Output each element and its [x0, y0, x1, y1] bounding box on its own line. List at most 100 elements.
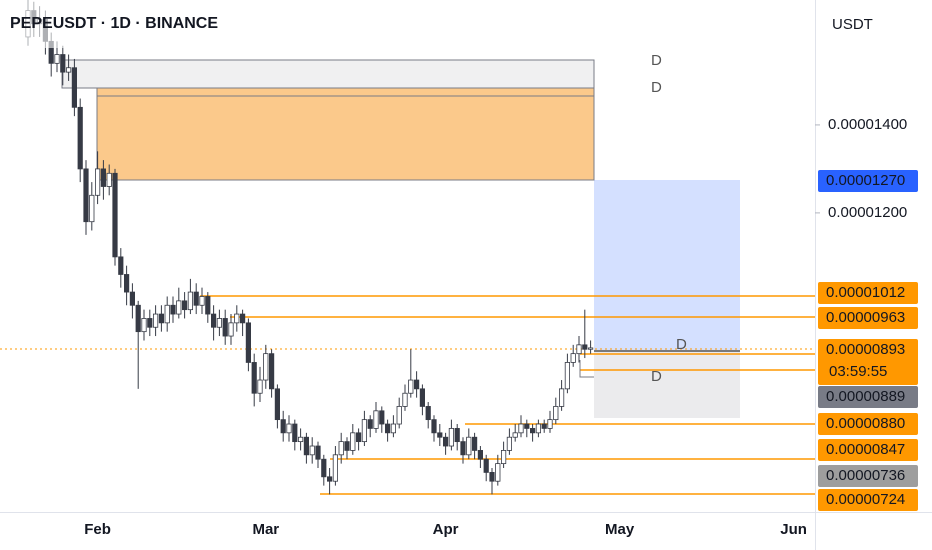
candle — [170, 296, 176, 323]
x-tick-label: Feb — [84, 521, 111, 538]
candle-body — [431, 419, 437, 434]
y-tick-label: 0.00001200 — [828, 204, 907, 221]
candle — [89, 182, 95, 231]
candle-body — [292, 423, 298, 443]
candle — [257, 366, 263, 403]
candle — [431, 415, 437, 442]
candle — [535, 419, 542, 438]
candle-body — [199, 296, 205, 306]
candle-body — [164, 304, 170, 324]
candle — [448, 419, 455, 451]
price-badge — [818, 386, 918, 408]
candle-body — [234, 313, 240, 324]
candle-body — [257, 379, 263, 394]
candle — [477, 446, 484, 469]
candle — [413, 371, 420, 398]
candle-body — [251, 362, 257, 394]
price-badge — [818, 282, 918, 304]
countdown: 03:59:55 — [829, 363, 887, 380]
annotation: D — [651, 79, 662, 96]
candle — [588, 340, 594, 354]
candle-body — [524, 423, 530, 429]
candle — [332, 446, 339, 486]
chart-title: PEPEUSDT · 1D · BINANCE — [10, 15, 218, 32]
candle — [147, 309, 153, 337]
y-tick-label: 0.00001400 — [828, 116, 907, 133]
candle-body — [559, 388, 565, 407]
candle-body — [384, 423, 391, 434]
candle-body — [361, 419, 368, 443]
candle — [326, 468, 333, 495]
candle — [466, 428, 472, 460]
candle-body — [564, 362, 571, 390]
candle — [541, 419, 547, 433]
price-badge-label: 0.00000880 — [826, 415, 905, 432]
candle — [280, 410, 286, 442]
candle-body — [338, 441, 344, 456]
candle — [176, 287, 182, 319]
candle-body — [512, 432, 518, 438]
candle-body — [228, 322, 234, 337]
candle-body — [245, 322, 251, 363]
price-badge — [818, 465, 918, 487]
candle-body — [181, 300, 188, 311]
candle — [315, 441, 321, 469]
candle — [384, 419, 391, 442]
candle-body — [437, 432, 443, 438]
candle — [408, 349, 414, 398]
candle-body — [210, 313, 217, 328]
candle-body — [141, 318, 147, 333]
candle-body — [315, 445, 321, 460]
candle-body — [373, 410, 379, 429]
candle — [559, 380, 565, 411]
candle — [66, 54, 72, 81]
price-badge-label: 0.00000736 — [826, 467, 905, 484]
candle-body — [124, 274, 130, 293]
candle-body — [112, 172, 118, 258]
candle — [286, 415, 292, 442]
candle — [228, 314, 234, 345]
candle — [460, 437, 466, 464]
candle-body — [71, 67, 77, 108]
candle-body — [152, 313, 159, 328]
candle-body — [553, 406, 559, 421]
candle-body — [576, 344, 582, 355]
candle-body — [367, 419, 373, 429]
candle — [106, 164, 112, 196]
candle — [344, 437, 350, 460]
candle — [530, 424, 536, 442]
candle-body — [448, 428, 455, 447]
price-badge — [818, 307, 918, 329]
candle-body — [402, 392, 408, 407]
candle — [402, 384, 408, 411]
candle — [564, 353, 571, 394]
candle-body — [303, 436, 310, 456]
candle-body — [541, 423, 547, 429]
candle — [222, 309, 228, 345]
candle-body — [530, 428, 536, 434]
candle-body — [425, 406, 431, 421]
labels: 0.00001400 0.00001200 Feb Mar Apr May Jun 0.000… — [84, 116, 918, 538]
candle — [187, 278, 193, 315]
candle — [234, 305, 240, 332]
candle — [83, 160, 89, 235]
candle — [442, 432, 449, 455]
price-badge — [818, 489, 918, 511]
x-tick-label: May — [605, 521, 635, 538]
candle — [263, 344, 269, 389]
candle-body — [66, 67, 72, 73]
x-tick-label: Mar — [252, 521, 279, 538]
candle — [216, 309, 222, 337]
candle — [512, 424, 518, 442]
candle-body — [408, 379, 414, 394]
candle-body — [100, 168, 106, 187]
candle — [582, 309, 588, 359]
candle-body — [106, 172, 112, 187]
candle — [518, 415, 524, 438]
candle — [338, 432, 344, 464]
candle-body — [582, 344, 588, 350]
target-zone — [594, 180, 740, 350]
candle-body — [54, 54, 60, 64]
price-badge-label: 0.00000893 — [826, 341, 905, 358]
candle-body — [471, 436, 478, 451]
